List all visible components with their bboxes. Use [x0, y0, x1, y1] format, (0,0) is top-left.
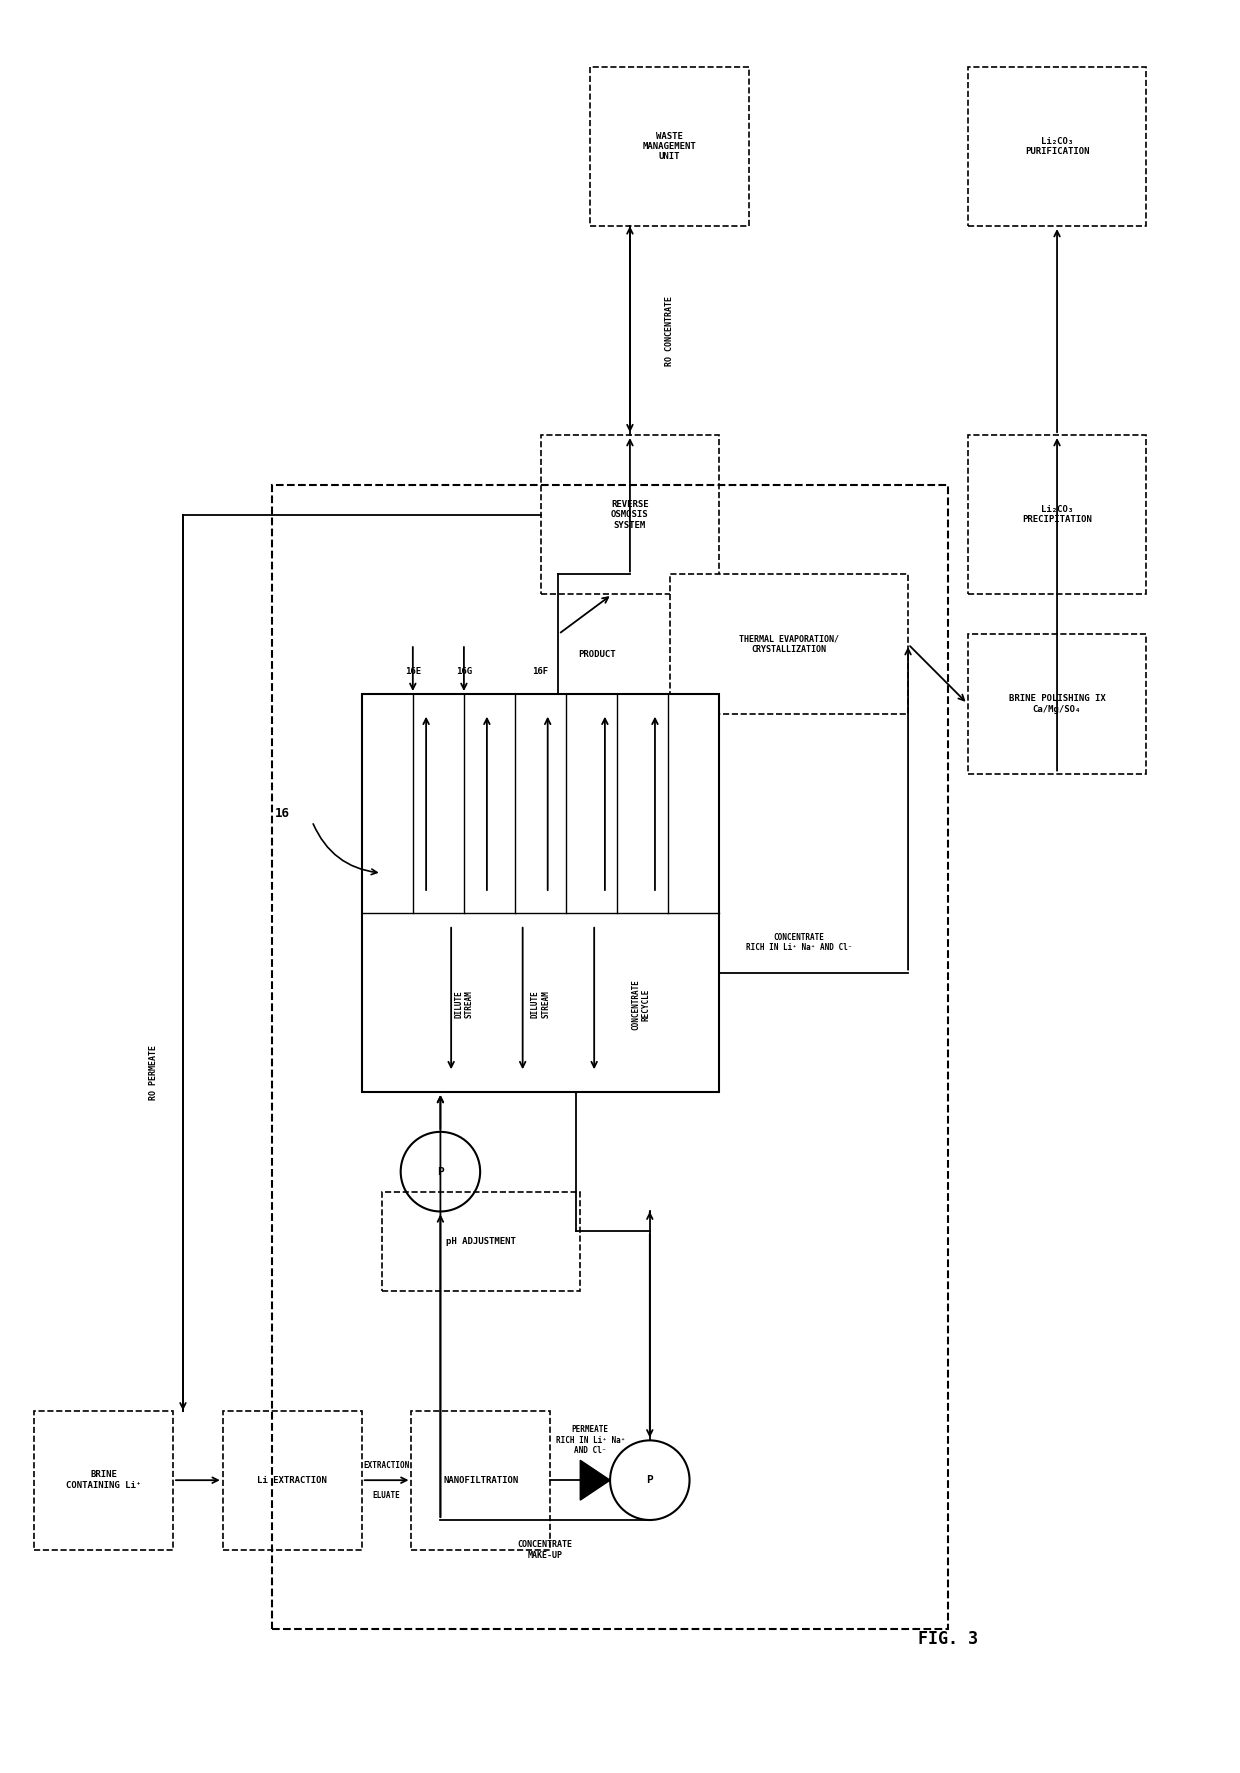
Text: Li₂CO₃
PURIFICATION: Li₂CO₃ PURIFICATION: [1024, 137, 1089, 156]
Text: REVERSE
OSMOSIS
SYSTEM: REVERSE OSMOSIS SYSTEM: [611, 500, 649, 530]
Text: P: P: [436, 1167, 444, 1177]
Text: 16: 16: [275, 807, 290, 819]
Text: ELUATE: ELUATE: [373, 1491, 401, 1500]
Text: CONCENTRATE
RICH IN Li⁺ Na⁺ AND Cl⁻: CONCENTRATE RICH IN Li⁺ Na⁺ AND Cl⁻: [745, 933, 852, 952]
Text: PERMEATE
RICH IN Li⁺ Na⁺
AND Cl⁻: PERMEATE RICH IN Li⁺ Na⁺ AND Cl⁻: [556, 1425, 625, 1456]
Bar: [33, 1411, 174, 1550]
Text: PRODUCT: PRODUCT: [578, 649, 616, 658]
Text: Li EXTRACTION: Li EXTRACTION: [257, 1475, 327, 1484]
Text: RO PERMEATE: RO PERMEATE: [149, 1044, 157, 1099]
Text: BRINE POLISHING IX
Ca/Mg/SO₄: BRINE POLISHING IX Ca/Mg/SO₄: [1008, 695, 1105, 713]
Bar: [223, 1411, 362, 1550]
Text: RO CONCENTRATE: RO CONCENTRATE: [665, 296, 675, 365]
Bar: [967, 635, 1147, 773]
Bar: [362, 693, 719, 1092]
Text: WASTE
MANAGEMENT
UNIT: WASTE MANAGEMENT UNIT: [642, 131, 697, 161]
Bar: [967, 67, 1147, 227]
Bar: [412, 1411, 551, 1550]
Text: 16E: 16E: [404, 667, 420, 676]
Text: CONCENTRATE
RECYCLE: CONCENTRATE RECYCLE: [631, 979, 650, 1030]
Bar: [967, 434, 1147, 594]
Text: FIG. 3: FIG. 3: [918, 1631, 978, 1649]
Text: DILUTE
STREAM: DILUTE STREAM: [454, 991, 474, 1018]
Bar: [273, 484, 947, 1629]
Bar: [541, 434, 719, 594]
Text: EXTRACTION: EXTRACTION: [363, 1461, 409, 1470]
Bar: [590, 67, 749, 227]
Polygon shape: [580, 1461, 610, 1500]
Text: Li₂CO₃
PRECIPITATION: Li₂CO₃ PRECIPITATION: [1022, 505, 1092, 525]
Text: 16G: 16G: [456, 667, 472, 676]
Text: P: P: [646, 1475, 653, 1486]
Text: CONCENTRATE
MAKE-UP: CONCENTRATE MAKE-UP: [517, 1541, 573, 1560]
Text: THERMAL EVAPORATION/
CRYSTALLIZATION: THERMAL EVAPORATION/ CRYSTALLIZATION: [739, 635, 838, 654]
Bar: [382, 1191, 580, 1291]
Bar: [670, 574, 908, 715]
Text: pH ADJUSTMENT: pH ADJUSTMENT: [446, 1238, 516, 1246]
Text: DILUTE
STREAM: DILUTE STREAM: [531, 991, 551, 1018]
Text: NANOFILTRATION: NANOFILTRATION: [444, 1475, 518, 1484]
Text: 16F: 16F: [532, 667, 548, 676]
Text: BRINE
CONTAINING Li⁺: BRINE CONTAINING Li⁺: [66, 1470, 141, 1489]
